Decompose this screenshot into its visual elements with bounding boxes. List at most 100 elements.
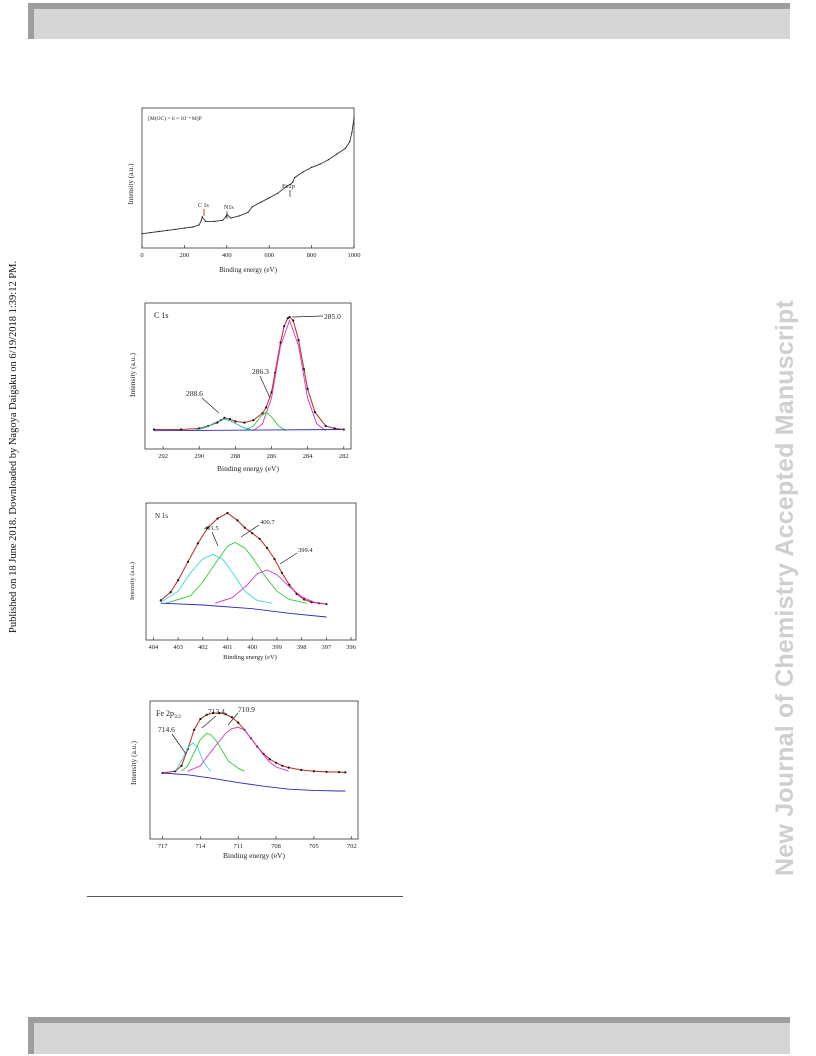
data-point [325, 770, 328, 773]
data-point [313, 411, 316, 414]
y-axis-label: Intensity (a.u.) [128, 353, 137, 397]
data-point [265, 406, 268, 409]
x-tick-label: 284 [303, 453, 314, 460]
data-point [243, 526, 246, 529]
x-tick-label: 711 [233, 843, 243, 850]
x-tick-label: 286 [267, 453, 278, 460]
header-bar [28, 3, 790, 39]
data-point [141, 233, 143, 235]
data-point [226, 511, 229, 515]
data-point [198, 224, 200, 226]
peak-label-713-4: 713.4 [208, 707, 225, 716]
data-point [159, 599, 162, 602]
peak-arrow-400-7 [240, 524, 260, 538]
series-line-survey [141, 117, 355, 235]
x-tick-label: 702 [347, 843, 357, 850]
data-point [342, 428, 345, 431]
y-axis-label: Intensity (a.u.) [129, 562, 136, 600]
data-point [283, 325, 286, 328]
data-point [279, 341, 282, 344]
x-tick-label: 403 [173, 644, 183, 651]
peak-label-714-6: 714.6 [158, 725, 175, 734]
peak-arrow-401-5 [211, 531, 219, 547]
data-point [238, 215, 241, 217]
data-point [251, 532, 254, 535]
data-point [166, 229, 168, 231]
series-line-baseline [162, 772, 346, 792]
x-tick-label: 600 [264, 252, 274, 259]
data-point [333, 427, 336, 430]
data-point [306, 387, 309, 390]
data-point [324, 424, 327, 428]
panel-label: [M(OC) = 6 × 10⁻³ M]P [148, 115, 202, 122]
data-point [213, 220, 215, 222]
series-line-288-6 [193, 418, 254, 432]
series-line-401-5 [160, 553, 273, 604]
data-point [338, 771, 341, 774]
data-point [218, 711, 221, 715]
peak-label-401-5: 401.5 [204, 525, 219, 532]
peak-label-288-6: 288.6 [186, 389, 203, 398]
x-axis-label: Binding energy (eV) [223, 654, 277, 661]
data-point [319, 163, 321, 165]
data-point [286, 317, 289, 320]
data-point [292, 319, 295, 322]
data-point [302, 171, 304, 173]
x-tick-label: 708 [271, 843, 281, 850]
data-point [205, 713, 208, 716]
data-point [281, 764, 284, 767]
data-point [228, 418, 231, 421]
data-point [268, 758, 271, 761]
x-tick-label: 292 [158, 453, 168, 460]
data-point [152, 428, 156, 431]
data-point [224, 713, 227, 716]
annotation-fe2p: Fe2p [282, 183, 295, 190]
plot-frame [149, 700, 359, 840]
annotation-n1s: N1s [224, 205, 234, 211]
x-tick-label: 0 [140, 252, 143, 259]
data-point [205, 220, 207, 222]
peak-arrow-710-9 [227, 712, 239, 726]
data-point [302, 368, 306, 371]
x-tick-label: 290 [194, 453, 204, 460]
series-line-286-3 [244, 411, 287, 432]
c1s-spectrum-chart: Intensity (a.u.) C 1s 292 290 288 286 284 282… [128, 302, 352, 473]
data-point [201, 216, 203, 218]
x-tick-label: 400 [222, 252, 232, 259]
data-point [222, 219, 224, 221]
data-point [260, 201, 262, 203]
data-point [230, 716, 233, 719]
x-tick-label: 397 [321, 644, 332, 651]
panel-label: N 1s [155, 512, 168, 520]
peak-label-285-0: 285.0 [324, 312, 341, 321]
peak-label-399-4: 399.4 [298, 547, 313, 554]
peak-arrow-713-4 [201, 715, 217, 729]
series-line-710-9 [187, 726, 289, 772]
data-point [237, 721, 240, 724]
data-point [158, 230, 160, 233]
data-point [186, 560, 190, 563]
x-tick-label: 398 [297, 644, 307, 651]
data-point [292, 181, 294, 183]
data-point [225, 216, 227, 218]
peak-arrow-285-0 [291, 315, 324, 318]
annotation-c1s: C 1s [198, 203, 210, 209]
data-point [344, 147, 347, 149]
n1s-spectrum-chart: Intensity (a.u.) N 1s 404 403 402 401 400 399… [129, 502, 357, 661]
data-point [273, 557, 276, 561]
data-point [193, 728, 196, 731]
x-tick-label: 288 [230, 453, 240, 460]
journal-watermark: New Journal of Chemistry Accepted Manusc… [771, 299, 799, 876]
series-line-baseline [153, 429, 344, 432]
series-line-399-4 [215, 569, 327, 605]
plot-frame [144, 302, 352, 450]
data-point [206, 526, 209, 529]
peak-label-710-9: 710.9 [238, 705, 255, 714]
data-point [180, 428, 183, 431]
series-line-400-7 [165, 541, 307, 604]
data-point [243, 421, 246, 424]
x-tick-label: 399 [272, 644, 282, 651]
peak-arrow-288-6 [201, 397, 220, 414]
data-point [192, 226, 194, 228]
data-point [268, 197, 270, 199]
